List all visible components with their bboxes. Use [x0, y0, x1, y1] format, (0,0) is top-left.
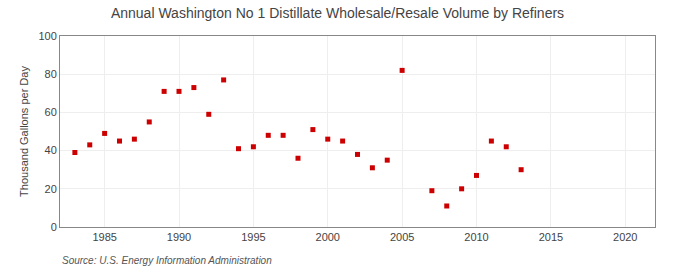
- svg-text:Source: U.S. Energy Informatio: Source: U.S. Energy Information Administ…: [62, 255, 272, 266]
- svg-text:80: 80: [45, 68, 57, 80]
- svg-text:20: 20: [45, 183, 57, 195]
- svg-text:Thousand Gallons per Day: Thousand Gallons per Day: [18, 66, 30, 197]
- svg-text:40: 40: [45, 144, 57, 156]
- svg-text:2015: 2015: [539, 231, 563, 243]
- svg-text:2010: 2010: [464, 231, 488, 243]
- svg-text:2005: 2005: [390, 231, 414, 243]
- svg-text:1985: 1985: [92, 231, 116, 243]
- svg-text:2000: 2000: [316, 231, 340, 243]
- svg-text:1990: 1990: [167, 231, 191, 243]
- svg-text:60: 60: [45, 106, 57, 118]
- svg-text:Annual Washington No 1 Distill: Annual Washington No 1 Distillate Wholes…: [111, 5, 564, 21]
- svg-text:0: 0: [51, 221, 57, 233]
- svg-text:100: 100: [38, 30, 56, 42]
- svg-text:1995: 1995: [241, 231, 265, 243]
- svg-text:2020: 2020: [613, 231, 637, 243]
